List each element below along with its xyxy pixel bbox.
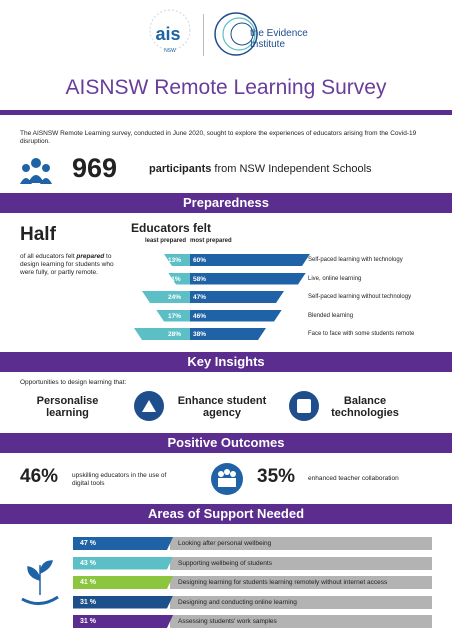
text: of all educators felt xyxy=(20,253,77,260)
support-value: 31 % xyxy=(80,618,96,625)
most-bar xyxy=(190,310,282,322)
section-heading: Preparedness xyxy=(0,193,452,213)
least-value: 17% xyxy=(168,312,182,320)
most-bar xyxy=(190,254,310,266)
row-label: Live, online learning xyxy=(308,275,362,282)
people-icon xyxy=(20,158,52,184)
divider xyxy=(203,14,204,56)
least-value: 28% xyxy=(168,331,182,338)
least-label: least prepared xyxy=(144,238,186,244)
participants-line: participants from NSW Independent School… xyxy=(149,163,372,175)
headline: Half xyxy=(20,224,56,245)
logo-sub: NSW xyxy=(164,48,176,54)
most-value: 60% xyxy=(193,257,207,264)
outcome-value: 46% xyxy=(20,466,59,487)
most-label: most prepared xyxy=(190,238,232,244)
least-bar xyxy=(142,291,190,303)
most-value: 46% xyxy=(193,312,207,320)
support-bar xyxy=(170,556,432,570)
outcome-text: upskilling educators in the use of digit… xyxy=(72,472,167,487)
support-bar xyxy=(170,615,432,628)
participants-label: participants xyxy=(149,163,212,175)
support-value-block xyxy=(73,596,173,609)
section-heading: Areas of Support Needed xyxy=(0,504,452,524)
most-bar xyxy=(190,328,266,340)
most-bar xyxy=(190,273,306,285)
icon xyxy=(289,391,319,421)
row-label: Self-paced learning without technology xyxy=(308,294,412,300)
section-heading: Positive Outcomes xyxy=(0,433,452,453)
support-value: 31 % xyxy=(80,598,96,606)
chart-title: Educators felt xyxy=(131,221,212,235)
headline-text: of all educators felt prepared to design… xyxy=(20,253,120,277)
row-label: Self-paced learning with technology xyxy=(308,257,403,263)
least-value: 24% xyxy=(168,294,182,301)
insight: Enhance student agency xyxy=(177,395,267,419)
support-value: 43 % xyxy=(80,559,96,567)
support-bar xyxy=(170,576,432,589)
support-value: 47 % xyxy=(80,540,96,547)
logo-ei-mark xyxy=(214,12,258,56)
most-value: 58% xyxy=(193,275,207,283)
row-label: Blended learning xyxy=(308,312,354,319)
intro: The AISNSW Remote Learning survey, condu… xyxy=(20,130,417,145)
icon xyxy=(134,391,164,421)
least-bar xyxy=(156,309,190,322)
support-label: Designing learning for students learning… xyxy=(178,579,388,586)
insight: Balance technologies xyxy=(331,395,399,419)
most-value: 38% xyxy=(193,331,207,338)
icon xyxy=(211,463,243,495)
least-bar xyxy=(164,254,190,266)
support-bar xyxy=(170,537,432,550)
insight: Personalise learning xyxy=(36,395,99,419)
rule xyxy=(0,110,452,115)
most-bar xyxy=(190,291,284,303)
text: to design learning for students who were… xyxy=(20,253,114,276)
outcome-value: 35% xyxy=(257,466,296,487)
logo-ais: ais NSW xyxy=(149,9,191,54)
support-value-block xyxy=(73,576,173,589)
logo-ei-text: the Evidence Institute xyxy=(250,28,308,50)
most-value: 47% xyxy=(193,294,207,301)
support-label: Supporting wellbeing of students xyxy=(178,559,272,567)
support-value-block xyxy=(73,615,173,628)
least-value: 13% xyxy=(168,257,182,264)
row-label: Face to face with some students remote xyxy=(308,331,415,337)
least-value: 11% xyxy=(168,275,181,283)
section-heading: Key Insights xyxy=(0,352,452,372)
support-value: 41 % xyxy=(80,579,96,586)
least-bar xyxy=(134,328,190,340)
support-label: Looking after personal wellbeing xyxy=(178,540,272,547)
insights-intro: Opportunities to design learning that: xyxy=(20,379,127,386)
participant-count: 969 xyxy=(72,153,118,183)
support-label: Assessing students' work samples xyxy=(178,618,277,625)
outcome-text: enhanced teacher collaboration xyxy=(308,475,399,482)
support-value-block xyxy=(73,537,173,550)
support-label: Designing and conducting online learning xyxy=(178,598,297,606)
logo-text: ais xyxy=(155,24,180,44)
plant-icon xyxy=(21,560,59,605)
support-value-block xyxy=(73,557,173,570)
title: AISNSW Remote Learning Survey xyxy=(65,76,387,99)
participants-suffix: from NSW Independent Schools xyxy=(214,163,372,175)
text-emph: prepared xyxy=(76,253,105,260)
support-bar xyxy=(170,595,432,609)
